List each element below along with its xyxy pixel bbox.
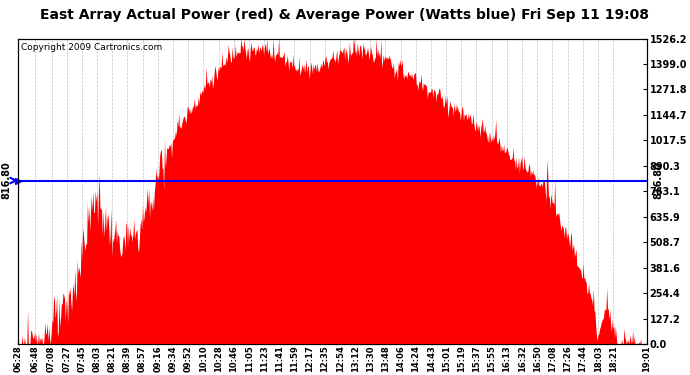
Text: 816.80: 816.80 (2, 162, 12, 200)
Text: Copyright 2009 Cartronics.com: Copyright 2009 Cartronics.com (21, 43, 163, 52)
Text: 816.80: 816.80 (653, 162, 663, 200)
Text: East Array Actual Power (red) & Average Power (Watts blue) Fri Sep 11 19:08: East Array Actual Power (red) & Average … (41, 8, 649, 21)
